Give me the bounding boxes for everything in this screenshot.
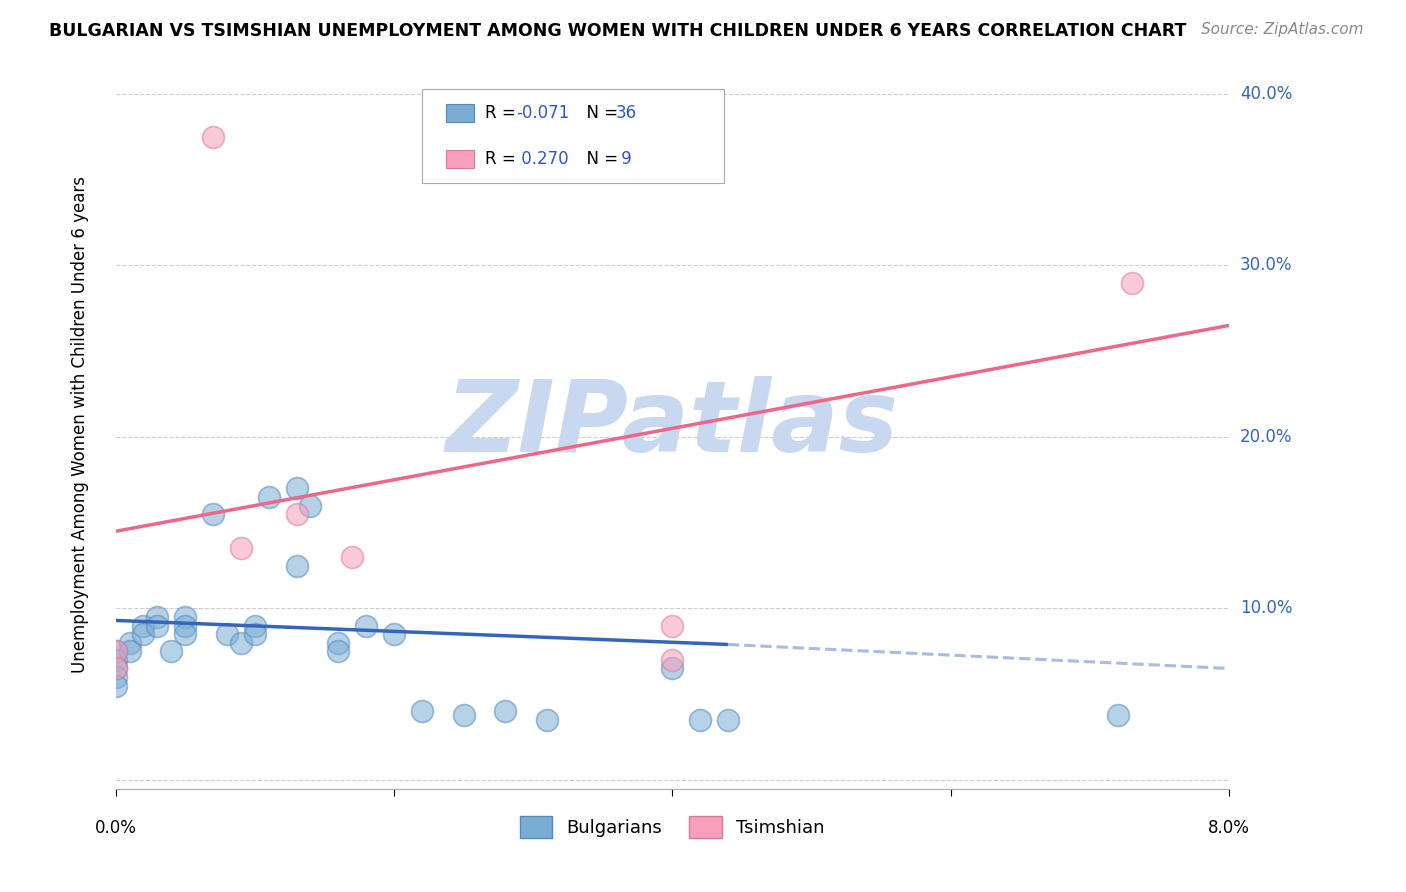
Point bbox=[299, 499, 322, 513]
Text: N =: N = bbox=[576, 104, 624, 122]
Point bbox=[104, 670, 127, 684]
Point bbox=[342, 549, 364, 564]
Point bbox=[328, 636, 350, 650]
Text: R =: R = bbox=[485, 150, 522, 168]
Point bbox=[146, 618, 169, 632]
Text: 40.0%: 40.0% bbox=[1240, 85, 1292, 103]
Text: 8.0%: 8.0% bbox=[1208, 819, 1250, 837]
Point bbox=[661, 618, 683, 632]
Point bbox=[104, 653, 127, 667]
Point bbox=[146, 610, 169, 624]
Point bbox=[160, 644, 183, 658]
Point bbox=[661, 653, 683, 667]
Point bbox=[285, 482, 308, 496]
Point bbox=[382, 627, 405, 641]
Text: 20.0%: 20.0% bbox=[1240, 428, 1292, 446]
Text: -0.071: -0.071 bbox=[516, 104, 569, 122]
Point bbox=[104, 661, 127, 675]
Point bbox=[132, 627, 155, 641]
Point bbox=[243, 618, 266, 632]
Point bbox=[354, 618, 377, 632]
Point bbox=[132, 618, 155, 632]
Text: Source: ZipAtlas.com: Source: ZipAtlas.com bbox=[1201, 22, 1364, 37]
Text: R =: R = bbox=[485, 104, 522, 122]
Point bbox=[536, 713, 558, 727]
Point bbox=[229, 636, 252, 650]
Point bbox=[174, 610, 197, 624]
Point bbox=[118, 636, 141, 650]
Text: 0.0%: 0.0% bbox=[94, 819, 136, 837]
Point bbox=[118, 644, 141, 658]
Point bbox=[202, 507, 225, 521]
Point bbox=[229, 541, 252, 556]
Point bbox=[104, 679, 127, 693]
Point bbox=[1121, 276, 1143, 290]
Legend: Bulgarians, Tsimshian: Bulgarians, Tsimshian bbox=[512, 809, 832, 845]
Text: 0.270: 0.270 bbox=[516, 150, 568, 168]
Point bbox=[453, 707, 475, 722]
Point bbox=[174, 627, 197, 641]
Point bbox=[257, 490, 280, 504]
Text: 9: 9 bbox=[616, 150, 631, 168]
Point bbox=[174, 618, 197, 632]
Point bbox=[243, 627, 266, 641]
Point bbox=[202, 129, 225, 144]
Text: BULGARIAN VS TSIMSHIAN UNEMPLOYMENT AMONG WOMEN WITH CHILDREN UNDER 6 YEARS CORR: BULGARIAN VS TSIMSHIAN UNEMPLOYMENT AMON… bbox=[49, 22, 1187, 40]
Point bbox=[689, 713, 711, 727]
Text: N =: N = bbox=[576, 150, 624, 168]
Point bbox=[661, 661, 683, 675]
Point bbox=[104, 644, 127, 658]
Text: ZIPatlas: ZIPatlas bbox=[446, 376, 898, 473]
Point bbox=[717, 713, 740, 727]
Point bbox=[411, 704, 433, 718]
Point bbox=[285, 507, 308, 521]
Y-axis label: Unemployment Among Women with Children Under 6 years: Unemployment Among Women with Children U… bbox=[72, 176, 89, 673]
Point bbox=[285, 558, 308, 573]
Point bbox=[104, 661, 127, 675]
Point bbox=[494, 704, 516, 718]
Text: 30.0%: 30.0% bbox=[1240, 256, 1292, 275]
Point bbox=[328, 644, 350, 658]
Text: 10.0%: 10.0% bbox=[1240, 599, 1292, 617]
Point bbox=[1107, 707, 1129, 722]
Text: 36: 36 bbox=[616, 104, 637, 122]
Point bbox=[215, 627, 238, 641]
Point bbox=[104, 644, 127, 658]
